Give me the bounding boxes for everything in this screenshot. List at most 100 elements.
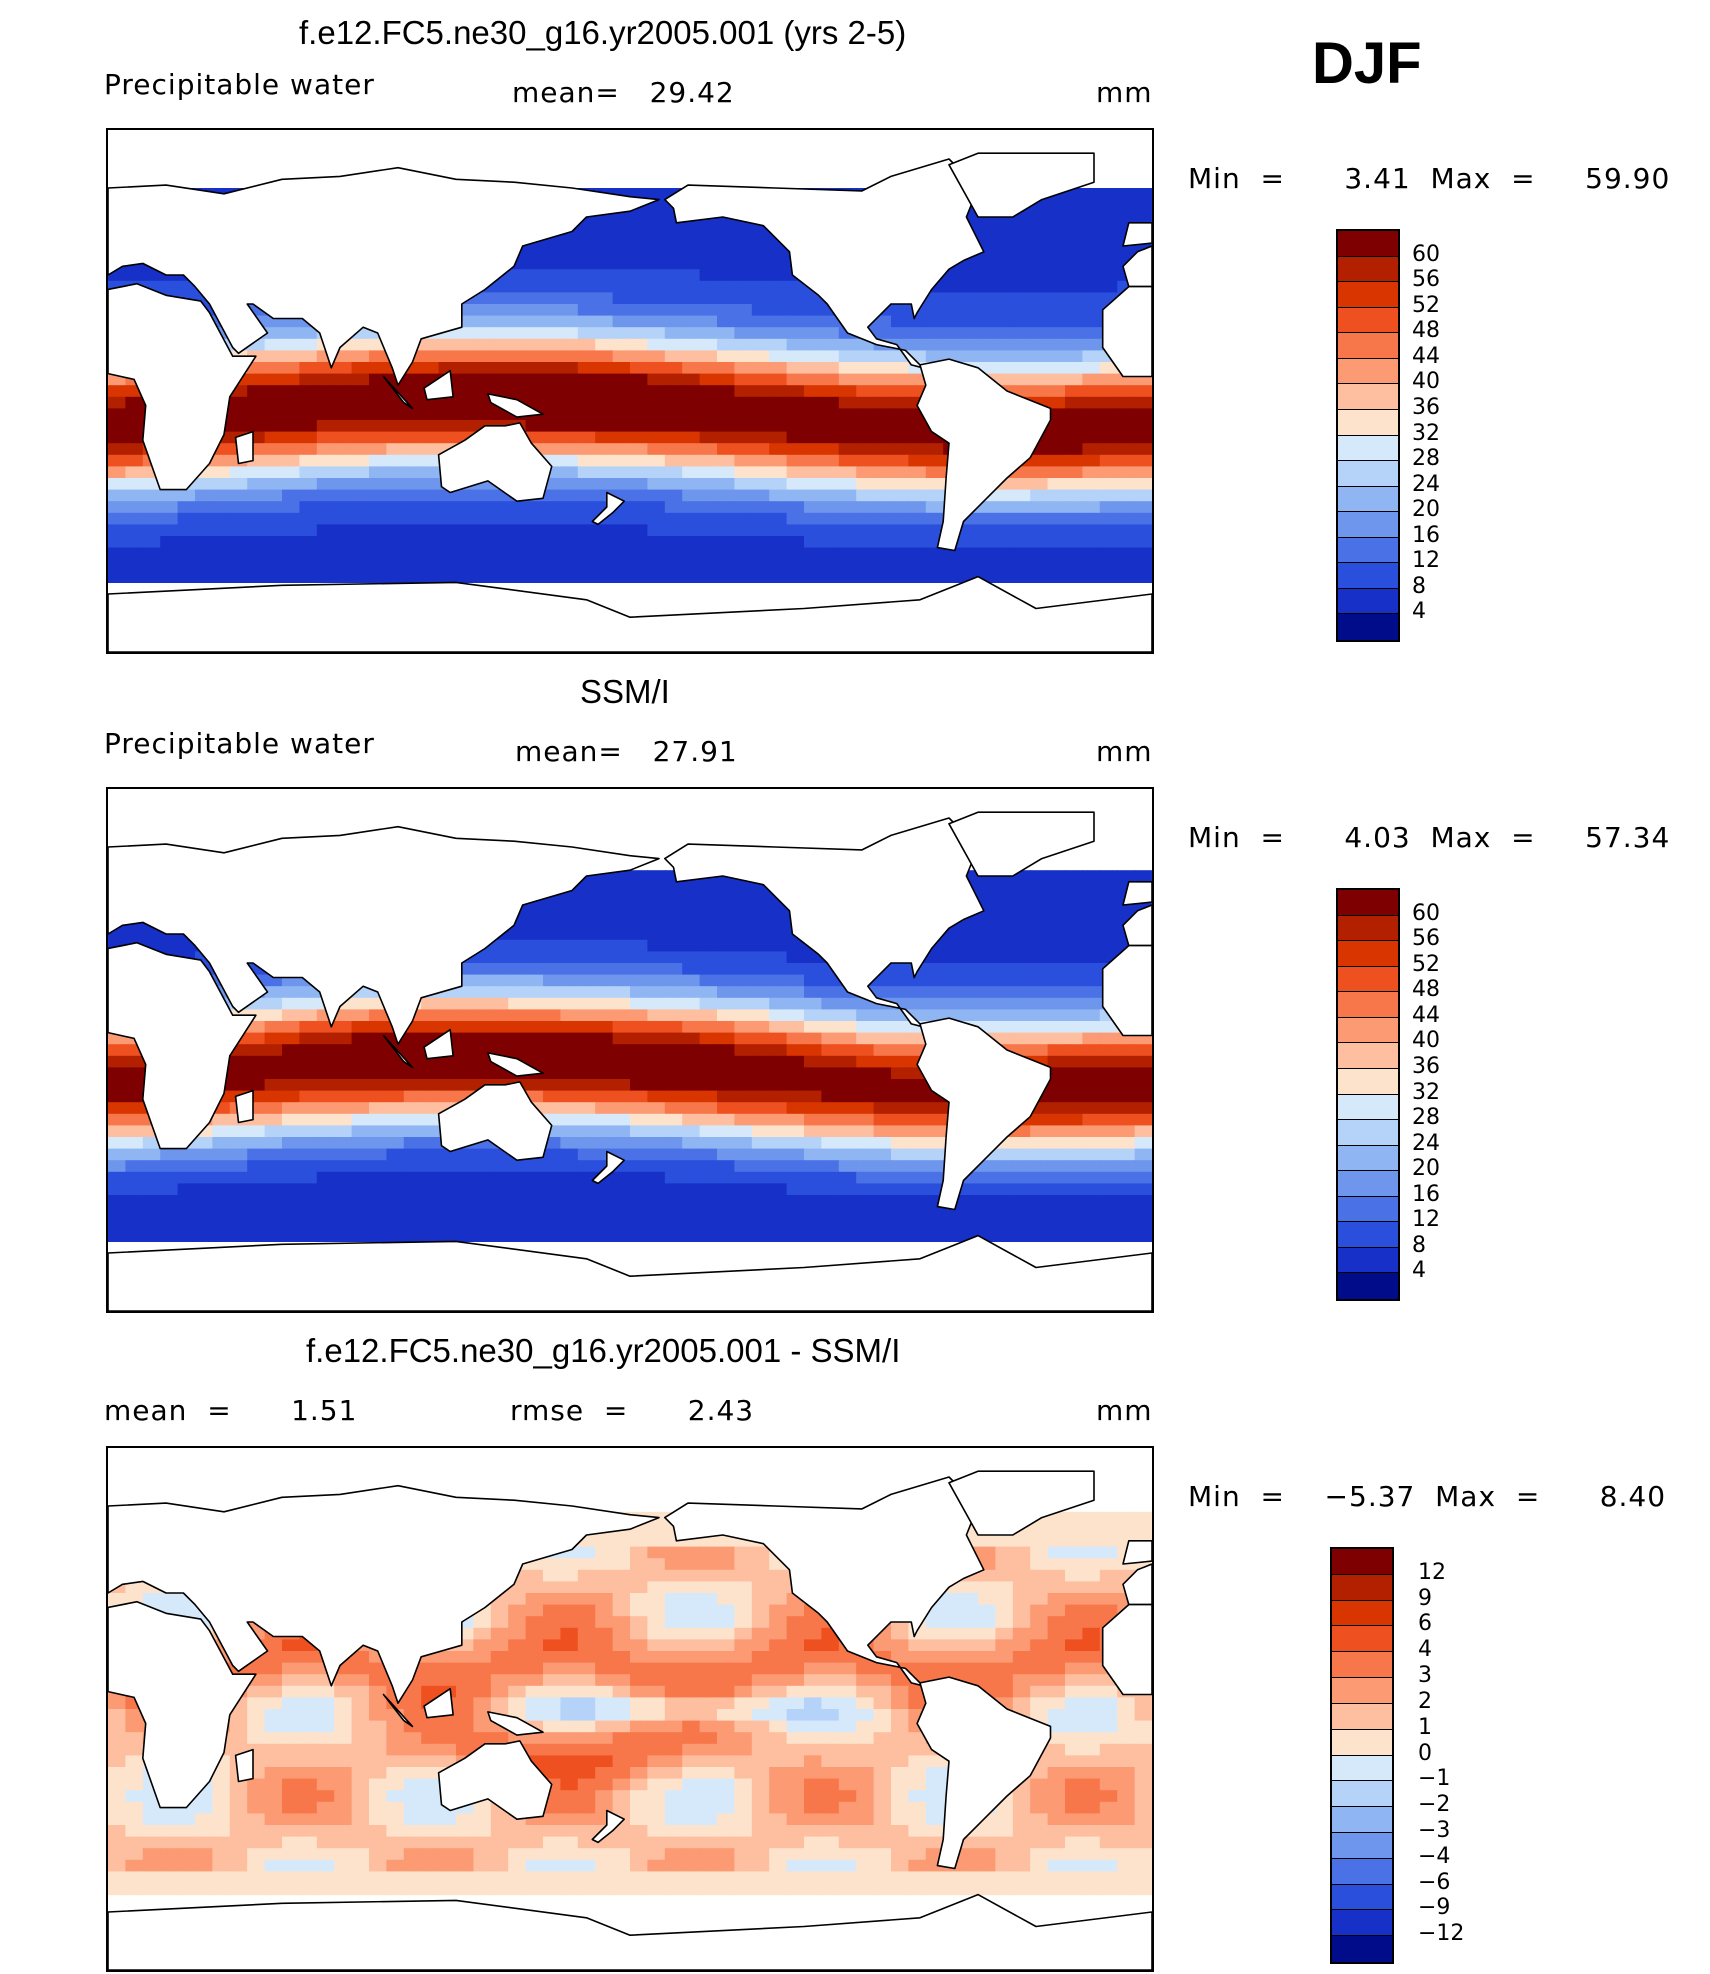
field-cell [299, 1651, 318, 1664]
field-cell [386, 431, 405, 444]
field-cell [647, 1055, 666, 1068]
field-cell [699, 478, 718, 491]
field-cell [717, 257, 735, 270]
field-cell [1012, 916, 1031, 929]
field-cell [125, 443, 144, 456]
field-cell [891, 512, 909, 525]
field-cell [1082, 1535, 1101, 1548]
field-cell [786, 304, 805, 317]
field-cell [229, 512, 248, 525]
field-cell [247, 1171, 266, 1184]
field-cell [1065, 570, 1083, 583]
field-cell [1134, 1183, 1152, 1196]
field-cell [264, 570, 283, 583]
field-cell [682, 385, 701, 398]
field-cell [456, 501, 474, 514]
field-cell [682, 269, 701, 282]
field-cell [1065, 304, 1083, 317]
colorbar-swatch [1338, 461, 1398, 487]
field-cell [282, 1125, 300, 1138]
field-cell [1082, 373, 1101, 386]
field-cell [264, 408, 283, 421]
field-cell [1047, 501, 1066, 514]
field-cell [1082, 559, 1101, 572]
field-cell [856, 524, 875, 537]
field-cell [334, 1032, 353, 1045]
field-cell [577, 234, 596, 247]
field-cell [264, 997, 283, 1010]
field-cell [804, 1090, 822, 1103]
field-cell [769, 1195, 788, 1208]
field-cell [1117, 188, 1136, 201]
field-cell [751, 559, 770, 572]
colorbar-swatch [1338, 941, 1398, 967]
field-cell [821, 1102, 840, 1115]
field-cell [786, 1183, 805, 1196]
field-cell [1030, 1137, 1049, 1150]
field-cell [978, 536, 996, 549]
field-cell [821, 1651, 840, 1664]
field-cell [595, 974, 614, 987]
field-cell [1012, 257, 1031, 270]
field-cell [595, 362, 614, 375]
field-cell [1117, 559, 1136, 572]
field-cell [299, 1032, 318, 1045]
field-cell [264, 1160, 283, 1173]
field-cell [612, 1604, 631, 1617]
field-cell [856, 512, 875, 525]
field-cell [838, 408, 857, 421]
field-cell [647, 1079, 666, 1092]
field-cell [1012, 1604, 1031, 1617]
field-cell [995, 570, 1014, 583]
field-cell [908, 1183, 927, 1196]
field-cell [560, 234, 579, 247]
field-cell [577, 385, 596, 398]
field-cell [125, 1079, 144, 1092]
field-cell [1030, 1523, 1049, 1536]
field-cell [682, 570, 701, 583]
field-cell [751, 1171, 770, 1184]
field-cell [473, 547, 492, 560]
field-cell [299, 362, 318, 375]
field-cell [873, 1113, 892, 1126]
field-cell [821, 1195, 840, 1208]
field-cell [804, 489, 822, 502]
field-cell [299, 373, 318, 386]
colorbar-tick-label: 56 [1412, 926, 1440, 952]
field-cell [734, 1102, 753, 1115]
field-cell [1047, 951, 1066, 964]
field-cell [978, 986, 996, 999]
field-cell [560, 1137, 579, 1150]
field-cell [717, 1558, 735, 1571]
field-cell [264, 1171, 283, 1184]
field-cell [334, 373, 353, 386]
field-cell [595, 536, 614, 549]
field-cell [995, 916, 1014, 929]
field-cell [438, 524, 457, 537]
field-cell [1082, 1055, 1101, 1068]
field-cell [1012, 1569, 1031, 1582]
field-cell [612, 1229, 631, 1242]
field-cell [925, 454, 944, 467]
field-cell [403, 408, 422, 421]
field-cell [247, 512, 266, 525]
field-cell [456, 547, 474, 560]
field-cell [647, 870, 666, 883]
field-cell [925, 315, 944, 328]
field-cell [264, 1067, 283, 1080]
field-cell [473, 1032, 492, 1045]
field-cell [577, 1569, 596, 1582]
colorbar-swatch [1338, 231, 1398, 257]
field-cell [734, 234, 753, 247]
field-cell [1047, 1206, 1066, 1219]
field-cell [699, 1148, 718, 1161]
field-cell [334, 443, 353, 456]
field-cell [821, 1044, 840, 1057]
field-cell [647, 454, 666, 467]
field-cell [891, 1032, 909, 1045]
field-cell [717, 292, 735, 305]
field-cell [751, 501, 770, 514]
field-cell [664, 431, 683, 444]
field-cell [1012, 570, 1031, 583]
field-cell [1134, 1171, 1152, 1184]
